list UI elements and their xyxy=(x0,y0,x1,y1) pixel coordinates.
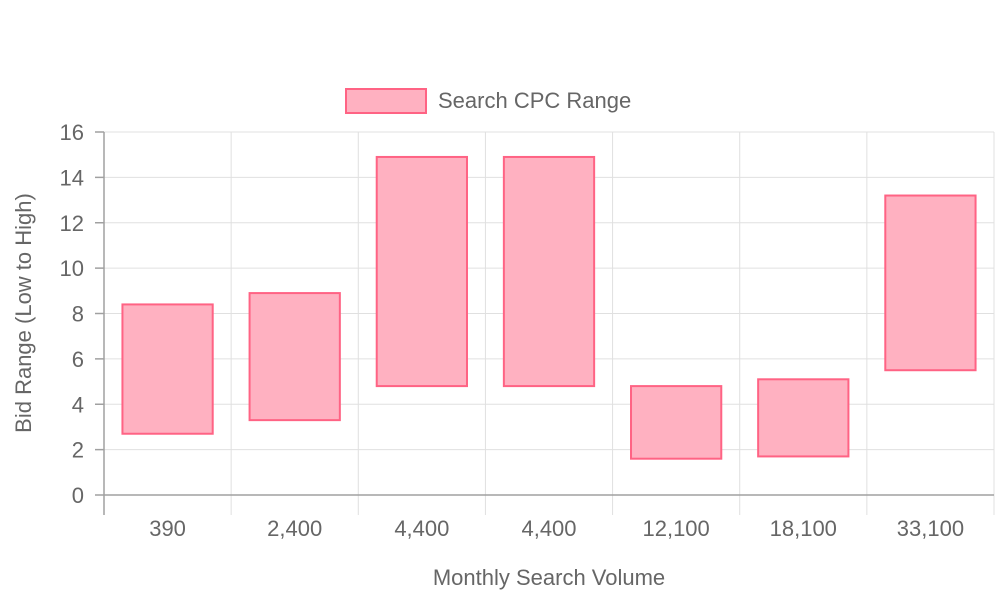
y-axis-title: Bid Range (Low to High) xyxy=(11,193,36,433)
y-tick-label: 12 xyxy=(60,211,84,236)
y-tick-label: 8 xyxy=(72,302,84,327)
legend-label: Search CPC Range xyxy=(438,88,631,113)
legend-swatch xyxy=(345,88,427,114)
y-tick-label: 14 xyxy=(60,165,84,190)
x-tick-label: 390 xyxy=(149,516,186,541)
legend: Search CPC Range xyxy=(345,88,631,114)
range-bar xyxy=(502,155,596,388)
range-bar xyxy=(121,303,214,435)
y-tick-labels: 0 2 4 6 8 10 12 14 16 xyxy=(60,120,84,508)
x-tick-label: 12,100 xyxy=(642,516,709,541)
bars xyxy=(121,155,977,460)
y-tick-label: 16 xyxy=(60,120,84,145)
y-tick-label: 6 xyxy=(72,347,84,372)
range-bar xyxy=(884,194,977,372)
x-tick-label: 18,100 xyxy=(770,516,837,541)
range-bar xyxy=(630,385,723,460)
x-tick-label: 2,400 xyxy=(267,516,322,541)
x-tick-labels: 390 2,400 4,400 4,400 12,100 18,100 33,100 xyxy=(149,516,964,541)
x-tick-label: 33,100 xyxy=(897,516,964,541)
x-axis-title: Monthly Search Volume xyxy=(433,565,665,590)
y-tick-label: 10 xyxy=(60,256,84,281)
range-bar xyxy=(757,378,850,458)
x-tick-label: 4,400 xyxy=(521,516,576,541)
range-bar xyxy=(248,292,341,422)
y-tick-label: 0 xyxy=(72,483,84,508)
range-bar xyxy=(375,155,468,388)
axes xyxy=(95,131,995,515)
y-tick-label: 4 xyxy=(72,392,84,417)
y-tick-label: 2 xyxy=(72,438,84,463)
x-tick-label: 4,400 xyxy=(394,516,449,541)
